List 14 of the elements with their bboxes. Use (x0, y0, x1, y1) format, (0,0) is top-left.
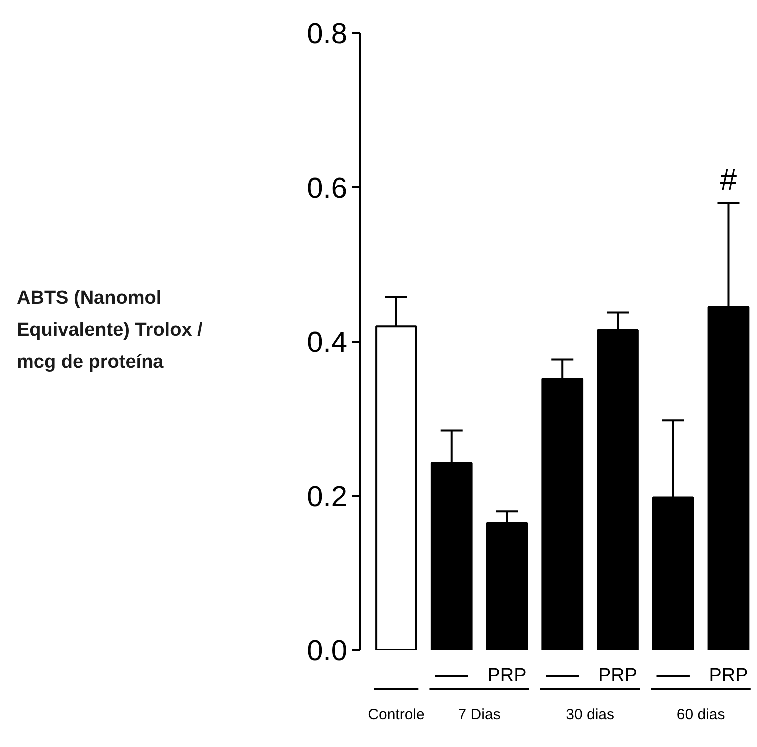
y-tick-label: 0.6 (307, 172, 348, 205)
y-tick-label: 0.2 (307, 481, 348, 514)
annotation: # (720, 164, 738, 198)
y-tick-label: 0.0 (307, 636, 348, 668)
text: 30 dias (566, 706, 614, 724)
x-tick-label: PRP (598, 666, 638, 687)
text: ABTS (Nanomol Equivalente) Trolox / mcg de proteína (17, 287, 203, 375)
text: Controle (368, 706, 425, 724)
x-tick-label: PRP (709, 666, 748, 687)
y-tick-label: 0.4 (307, 327, 348, 359)
text: 7 Dias (458, 706, 501, 724)
x-tick-label: PRP (488, 666, 527, 687)
text: 60 dias (676, 706, 726, 724)
y-tick-label: 0.8 (307, 18, 348, 50)
